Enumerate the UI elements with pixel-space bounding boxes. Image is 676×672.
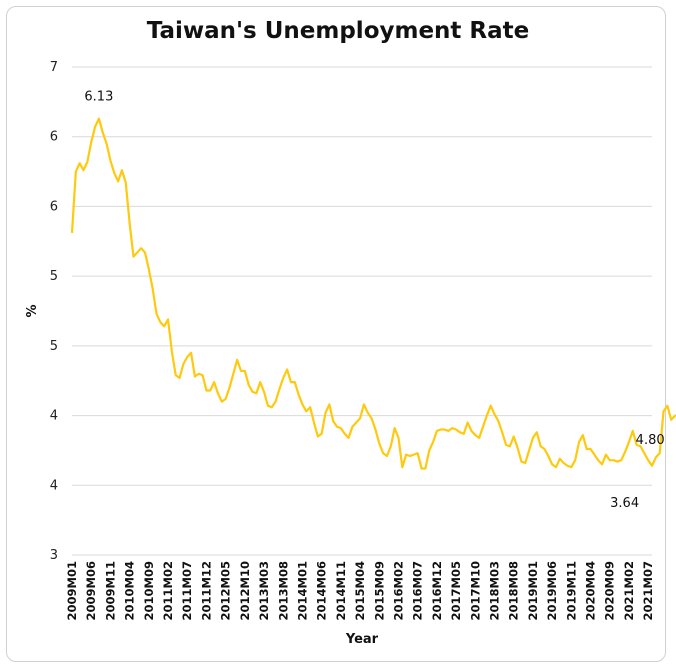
x-tick-label: 2020M04 — [584, 561, 598, 620]
y-tick-label: 6 — [50, 199, 58, 214]
x-tick-label: 2015M04 — [353, 561, 367, 620]
y-tick-label: 4 — [50, 409, 58, 424]
chart-card — [6, 6, 666, 662]
x-tick-label: 2016M12 — [430, 561, 444, 620]
x-tick-labels: 2009M01 2009M06 2009M11 2010M04 2010M09 2011M… — [65, 561, 655, 620]
y-tick-label: 6 — [50, 130, 58, 145]
x-tick-label: 2011M12 — [199, 561, 213, 620]
x-tick-label: 2009M06 — [84, 561, 98, 620]
x-tick-label: 2016M02 — [391, 561, 405, 620]
x-tick-label: 2015M09 — [372, 561, 386, 620]
x-tick-label: 2014M06 — [315, 561, 329, 620]
y-tick-label: 7 — [50, 60, 58, 75]
y-tick-label: 5 — [50, 269, 58, 284]
x-tick-label: 2018M03 — [488, 561, 502, 620]
x-tick-label: 2010M09 — [142, 561, 156, 620]
x-tick-label: 2012M10 — [238, 561, 252, 620]
data-label: 6.13 — [84, 90, 113, 105]
x-tick-label: 2012M05 — [219, 561, 233, 620]
x-tick-label: 2009M11 — [103, 561, 117, 620]
x-tick-label: 2017M05 — [449, 561, 463, 620]
x-axis-label: Year — [345, 632, 379, 647]
y-tick-label: 3 — [50, 548, 58, 563]
x-tick-label: 2019M01 — [526, 561, 540, 620]
x-tick-label: 2013M03 — [257, 561, 271, 620]
x-tick-label: 2013M08 — [276, 561, 290, 620]
x-tick-label: 2014M11 — [334, 561, 348, 620]
x-tick-label: 2018M08 — [507, 561, 521, 620]
series-lines — [70, 117, 676, 470]
x-tick-label: 2014M01 — [295, 561, 309, 620]
x-tick-label: 2021M02 — [622, 561, 636, 620]
data-labels: 6.13 4.80 3.64 — [84, 90, 664, 511]
x-tick-label: 2011M07 — [180, 561, 194, 620]
y-tick-labels: 3 4 4 5 5 6 6 7 — [50, 60, 58, 563]
x-tick-label: 2020M09 — [603, 561, 617, 620]
y-axis-label: % — [25, 304, 40, 317]
x-tick-label: 2019M11 — [564, 561, 578, 620]
data-label: 4.80 — [636, 433, 665, 448]
x-tick-label: 2016M07 — [411, 561, 425, 620]
x-tick-label: 2011M02 — [161, 561, 175, 620]
x-tick-label: 2019M06 — [545, 561, 559, 620]
y-tick-label: 5 — [50, 339, 58, 354]
x-tick-label: 2009M01 — [65, 561, 79, 620]
x-tick-label: 2021M07 — [641, 561, 655, 620]
x-tick-label: 2017M10 — [468, 561, 482, 620]
series-line — [70, 117, 676, 470]
x-tick-label: 2010M04 — [123, 561, 137, 620]
data-label: 3.64 — [610, 496, 639, 511]
y-tick-label: 4 — [50, 478, 58, 493]
chart-title: Taiwan's Unemployment Rate — [146, 18, 530, 44]
gridlines — [72, 66, 652, 556]
